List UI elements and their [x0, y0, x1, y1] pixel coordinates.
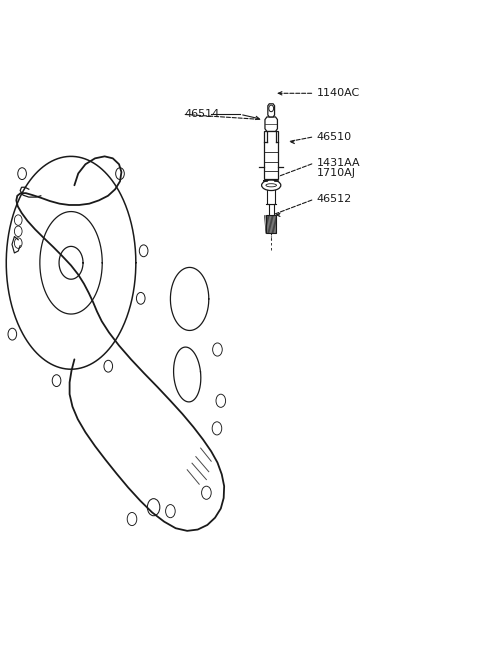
Bar — [266, 215, 276, 233]
Ellipse shape — [262, 180, 281, 191]
Text: 46510: 46510 — [317, 131, 352, 142]
Text: 1431AA: 1431AA — [317, 158, 360, 168]
Bar — [267, 189, 275, 204]
Ellipse shape — [266, 184, 276, 187]
Bar — [269, 204, 274, 215]
Text: 1140AC: 1140AC — [317, 88, 360, 99]
Polygon shape — [265, 117, 277, 131]
Text: 46514: 46514 — [185, 109, 220, 120]
Polygon shape — [268, 104, 275, 117]
Text: 1710AJ: 1710AJ — [317, 168, 356, 179]
Text: 46512: 46512 — [317, 194, 352, 204]
Bar — [264, 131, 278, 179]
